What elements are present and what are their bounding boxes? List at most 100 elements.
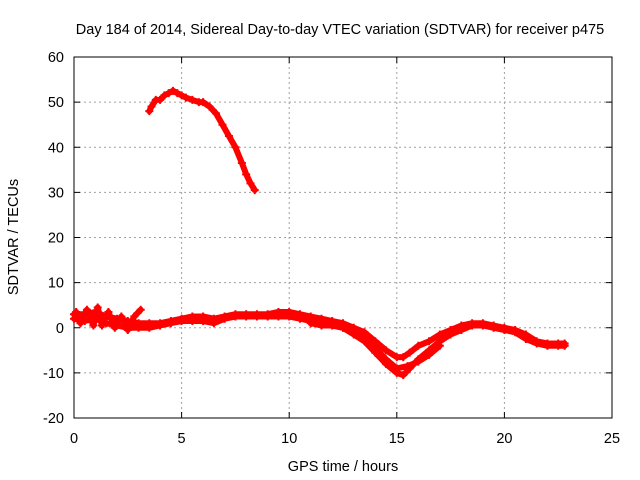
data-point — [156, 321, 165, 330]
data-point — [339, 323, 347, 332]
data-point — [328, 321, 337, 330]
data-point — [435, 330, 444, 339]
data-point — [511, 328, 520, 337]
grid-lines — [74, 57, 612, 418]
data-point — [177, 316, 186, 325]
axis-ticks: 0 5 10 15 20 25 -20 -10 0 10 20 30 40 50 60 — [43, 50, 620, 447]
x-tick-label: 25 — [604, 431, 620, 447]
data-point — [82, 305, 91, 314]
y-tick-label: 40 — [48, 140, 64, 156]
data-point — [263, 312, 272, 321]
data-point — [164, 89, 173, 98]
data-point — [371, 337, 380, 346]
data-point — [371, 344, 380, 353]
data-point — [181, 93, 190, 102]
data-point — [188, 95, 197, 104]
data-point — [199, 316, 208, 325]
data-point — [168, 86, 177, 95]
data-point — [489, 323, 498, 332]
data-point — [199, 98, 208, 107]
series-low-band-lower — [70, 312, 569, 380]
data-point — [274, 312, 283, 321]
data-point — [147, 102, 156, 111]
y-tick-label: -10 — [43, 366, 64, 382]
data-point — [220, 314, 229, 323]
data-point — [317, 321, 326, 330]
data-point — [218, 120, 227, 129]
data-point — [252, 312, 261, 321]
series-line — [146, 87, 258, 194]
data-point — [160, 91, 169, 100]
data-point — [446, 330, 455, 339]
data-point — [224, 131, 233, 140]
data-point — [205, 102, 214, 111]
data-point — [72, 307, 81, 316]
data-point — [478, 321, 487, 330]
data-point — [242, 312, 251, 321]
y-tick-label: 30 — [48, 185, 64, 201]
y-tick-label: -20 — [43, 411, 64, 427]
data-point — [89, 321, 98, 330]
data-point — [306, 319, 315, 328]
data-point — [145, 107, 154, 116]
y-axis-label: SDTVAR / TECUs — [6, 179, 22, 295]
data-point — [250, 186, 259, 195]
data-point — [177, 91, 186, 100]
data-point — [188, 316, 197, 325]
data-point — [110, 323, 119, 332]
data-point — [425, 337, 434, 346]
x-tick-label: 10 — [281, 431, 297, 447]
data-point — [500, 326, 509, 335]
data-point — [543, 341, 552, 350]
y-tick-label: 50 — [48, 95, 64, 111]
data-point — [392, 364, 401, 373]
y-tick-label: 10 — [48, 276, 64, 292]
data-point — [242, 170, 251, 179]
data-point — [231, 312, 240, 321]
data-point — [117, 312, 126, 321]
data-point — [414, 341, 423, 350]
data-point — [237, 159, 246, 168]
data-point — [405, 348, 414, 357]
y-tick-label: 0 — [56, 321, 64, 337]
data-point — [246, 179, 255, 188]
data-point — [435, 341, 444, 350]
data-point — [231, 143, 240, 152]
data-point — [97, 321, 106, 330]
data-point — [349, 328, 358, 337]
data-point — [532, 339, 541, 348]
data-point — [166, 319, 175, 328]
x-axis-label: GPS time / hours — [288, 459, 398, 475]
data-point — [123, 326, 132, 335]
data-point — [130, 312, 139, 321]
series-line — [73, 304, 144, 333]
x-tick-label: 0 — [70, 431, 78, 447]
series-low-band-extra — [306, 319, 444, 373]
series-low-band-upper — [70, 307, 569, 362]
data-point — [145, 323, 154, 332]
data-point — [457, 326, 466, 335]
data-point — [209, 319, 218, 328]
data-point — [560, 341, 569, 350]
x-tick-label: 15 — [389, 431, 405, 447]
data-point — [399, 371, 408, 380]
data-point — [403, 362, 412, 371]
data-point — [156, 95, 165, 104]
data-point — [425, 350, 434, 359]
chart-title: Day 184 of 2014, Sidereal Day-to-day VTE… — [76, 22, 604, 38]
data-point — [360, 335, 369, 344]
series-start-spikes — [72, 303, 145, 335]
data-point — [360, 328, 369, 337]
data-point — [382, 355, 391, 364]
data-point — [136, 305, 145, 314]
data-point — [93, 303, 102, 312]
data-point — [134, 323, 143, 332]
data-point — [414, 357, 423, 366]
data-point — [212, 109, 221, 118]
data-point — [104, 307, 113, 316]
data-point — [468, 321, 477, 330]
data-series-layer — [70, 86, 569, 380]
data-point — [521, 335, 530, 344]
y-tick-label: 20 — [48, 231, 64, 247]
